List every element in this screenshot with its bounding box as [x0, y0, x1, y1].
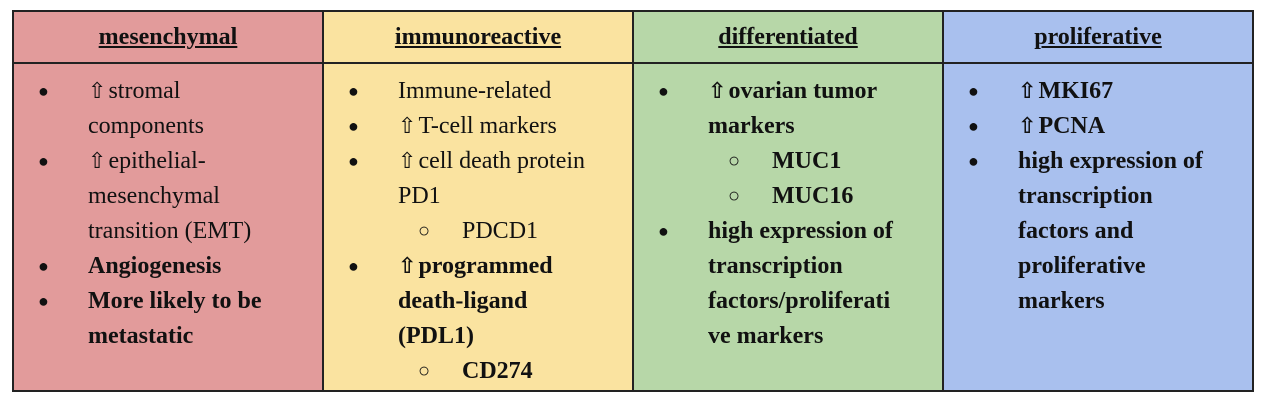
- item-text: death-ligand: [398, 288, 527, 314]
- header-proliferative: proliferative: [943, 11, 1253, 63]
- bullet-list: ● ⇧MKI67 ● ⇧PCNA ● high expression of transcri…: [944, 64, 1252, 319]
- sub-list: ○ CD274: [398, 354, 626, 389]
- up-arrow-icon: ⇧: [1018, 79, 1036, 104]
- item-text: (PDL1): [398, 323, 474, 349]
- up-arrow-icon: ⇧: [88, 79, 106, 104]
- bullet-icon: ●: [658, 214, 669, 249]
- up-arrow-icon: ⇧: [398, 114, 416, 139]
- list-item: ● ⇧stromal components: [14, 74, 316, 144]
- list-item: ● ⇧ovarian tumor markers ○ MUC1 ○ MUC16: [634, 74, 936, 214]
- circle-bullet-icon: ○: [418, 214, 430, 249]
- item-text: proliferative: [1018, 253, 1146, 279]
- sub-list: ○ PDCD1: [398, 214, 626, 249]
- item-text: transition (EMT): [88, 218, 251, 244]
- item-text: metastatic: [88, 323, 193, 349]
- circle-bullet-icon: ○: [418, 354, 430, 389]
- item-text: cell death protein: [418, 148, 585, 174]
- header-immunoreactive: immunoreactive: [323, 11, 633, 63]
- list-item: ● ⇧programmed death-ligand (PDL1) ○ CD274: [324, 249, 626, 389]
- list-item: ● ⇧MKI67: [944, 74, 1246, 109]
- sub-list: ○ MUC1 ○ MUC16: [708, 144, 936, 214]
- item-text: ovarian tumor: [728, 78, 877, 104]
- header-label: differentiated: [718, 24, 858, 50]
- sub-item: ○ CD274: [398, 354, 626, 389]
- item-text: factors/proliferati: [708, 288, 890, 314]
- list-item: ● Angiogenesis: [14, 249, 316, 284]
- bullet-list: ● Immune-related ● ⇧T-cell markers ● ⇧cell de…: [324, 64, 632, 389]
- bullet-icon: ●: [38, 249, 49, 284]
- bullet-icon: ●: [968, 74, 979, 109]
- bullet-icon: ●: [348, 249, 359, 284]
- bullet-list: ● ⇧ovarian tumor markers ○ MUC1 ○ MUC16 ● high e…: [634, 64, 942, 354]
- up-arrow-icon: ⇧: [708, 79, 726, 104]
- bullet-icon: ●: [348, 144, 359, 179]
- header-differentiated: differentiated: [633, 11, 943, 63]
- item-text: markers: [708, 113, 795, 139]
- cell-proliferative: ● ⇧MKI67 ● ⇧PCNA ● high expression of transcri…: [943, 63, 1253, 391]
- header-row: mesenchymal immunoreactive differentiate…: [13, 11, 1253, 63]
- item-text: components: [88, 113, 204, 139]
- subtype-table: mesenchymal immunoreactive differentiate…: [12, 10, 1254, 392]
- up-arrow-icon: ⇧: [1018, 114, 1036, 139]
- cell-differentiated: ● ⇧ovarian tumor markers ○ MUC1 ○ MUC16 ● high e…: [633, 63, 943, 391]
- item-text: PD1: [398, 183, 441, 209]
- header-label: mesenchymal: [99, 24, 238, 50]
- bullet-icon: ●: [968, 144, 979, 179]
- bullet-icon: ●: [38, 284, 49, 319]
- item-text: high expression of: [1018, 148, 1203, 174]
- bullet-icon: ●: [348, 109, 359, 144]
- item-text: mesenchymal: [88, 183, 220, 209]
- header-mesenchymal: mesenchymal: [13, 11, 323, 63]
- circle-bullet-icon: ○: [728, 144, 740, 179]
- header-label: immunoreactive: [395, 24, 561, 50]
- up-arrow-icon: ⇧: [398, 254, 416, 279]
- list-item: ● ⇧epithelial-mesenchymal transition (EMT): [14, 144, 316, 249]
- sub-item: ○ PDCD1: [398, 214, 626, 249]
- item-text: epithelial-: [108, 148, 205, 174]
- header-label: proliferative: [1034, 24, 1162, 50]
- list-item: ● ⇧cell death protein PD1 ○ PDCD1: [324, 144, 626, 249]
- sub-item-text: MUC1: [772, 148, 841, 174]
- item-text: stromal: [108, 78, 180, 104]
- circle-bullet-icon: ○: [728, 179, 740, 214]
- cell-immunoreactive: ● Immune-related ● ⇧T-cell markers ● ⇧cell de…: [323, 63, 633, 391]
- bullet-icon: ●: [658, 74, 669, 109]
- up-arrow-icon: ⇧: [398, 149, 416, 174]
- cell-mesenchymal: ● ⇧stromal components ● ⇧epithelial-mesenchy…: [13, 63, 323, 391]
- item-text: high expression of: [708, 218, 893, 244]
- up-arrow-icon: ⇧: [88, 149, 106, 174]
- sub-item-text: MUC16: [772, 183, 853, 209]
- list-item: ● high expression of transcription factors …: [944, 144, 1246, 319]
- list-item: ● More likely to be metastatic: [14, 284, 316, 354]
- body-row: ● ⇧stromal components ● ⇧epithelial-mesenchy…: [13, 63, 1253, 391]
- sub-item-text: PDCD1: [462, 218, 538, 244]
- bullet-list: ● ⇧stromal components ● ⇧epithelial-mesenchy…: [14, 64, 322, 354]
- item-text: More likely to be: [88, 288, 262, 314]
- bullet-icon: ●: [348, 74, 359, 109]
- list-item: ● Immune-related: [324, 74, 626, 109]
- list-item: ● ⇧PCNA: [944, 109, 1246, 144]
- bullet-icon: ●: [38, 74, 49, 109]
- list-item: ● high expression of transcription factors/…: [634, 214, 936, 354]
- item-text: markers: [1018, 288, 1105, 314]
- item-text: Immune-related: [398, 78, 551, 104]
- item-text: Angiogenesis: [88, 253, 221, 279]
- item-text: MKI67: [1038, 78, 1113, 104]
- sub-item-text: CD274: [462, 358, 533, 384]
- bullet-icon: ●: [38, 144, 49, 179]
- item-text: T-cell markers: [418, 113, 556, 139]
- item-text: factors and: [1018, 218, 1133, 244]
- list-item: ● ⇧T-cell markers: [324, 109, 626, 144]
- sub-item: ○ MUC16: [708, 179, 936, 214]
- bullet-icon: ●: [968, 109, 979, 144]
- item-text: programmed: [418, 253, 552, 279]
- item-text: ve markers: [708, 323, 823, 349]
- sub-item: ○ MUC1: [708, 144, 936, 179]
- item-text: transcription: [1018, 183, 1153, 209]
- item-text: PCNA: [1038, 113, 1105, 139]
- item-text: transcription: [708, 253, 843, 279]
